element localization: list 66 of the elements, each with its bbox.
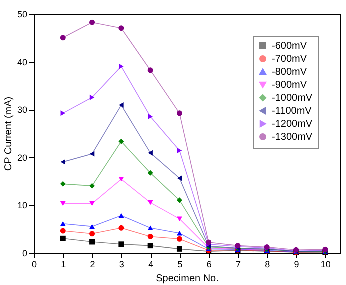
point xyxy=(176,198,182,204)
y-tick-label: 50 xyxy=(17,10,28,20)
point xyxy=(90,94,95,100)
point xyxy=(90,20,96,26)
point xyxy=(118,26,124,32)
point xyxy=(176,110,182,116)
point xyxy=(148,200,154,206)
point xyxy=(176,231,182,236)
y-tick-label: 10 xyxy=(17,200,28,211)
y-tick-label: 30 xyxy=(17,105,28,116)
x-tick-label: 8 xyxy=(265,260,270,270)
point xyxy=(148,68,154,74)
legend-label: -1200mV xyxy=(272,119,313,130)
x-tick-label: 4 xyxy=(148,260,154,270)
x-tick-label: 0 xyxy=(32,260,38,270)
x-axis-title: Specimen No. xyxy=(156,274,219,284)
point xyxy=(90,151,95,157)
x-tick-label: 2 xyxy=(90,260,96,270)
legend-label: -800mV xyxy=(272,67,308,78)
x-tick-label: 7 xyxy=(236,260,242,270)
point xyxy=(60,181,66,187)
legend-label: -900mV xyxy=(272,80,308,91)
x-tick-label: 3 xyxy=(119,260,124,270)
point xyxy=(148,150,153,156)
point xyxy=(118,177,124,182)
point xyxy=(60,35,66,41)
point xyxy=(177,176,182,182)
y-tick-label: 0 xyxy=(22,248,28,258)
point xyxy=(176,216,182,222)
x-tick-label: 10 xyxy=(320,260,331,270)
point xyxy=(60,201,66,206)
point xyxy=(176,236,182,242)
legend-label: -600mV xyxy=(272,41,308,52)
y-tick-label: 20 xyxy=(17,152,28,163)
x-tick-label: 6 xyxy=(206,260,212,270)
legend-label: -1100mV xyxy=(272,106,312,117)
point xyxy=(118,225,124,231)
legend-label: -1000mV xyxy=(272,93,313,104)
legend-label: -700mV xyxy=(272,54,308,65)
x-tick-label: 1 xyxy=(61,260,66,270)
x-tick-label: 5 xyxy=(178,260,183,270)
y-tick-label: 40 xyxy=(17,57,28,68)
y-axis-title: CP Current (mA) xyxy=(3,96,14,172)
point xyxy=(90,201,96,206)
point xyxy=(90,239,96,245)
x-tick-label: 9 xyxy=(294,260,300,270)
point xyxy=(60,236,66,242)
legend-label: -1300mV xyxy=(272,132,313,143)
point xyxy=(118,242,124,248)
point xyxy=(119,102,124,108)
point xyxy=(148,226,154,231)
point xyxy=(148,114,153,120)
point xyxy=(118,138,124,144)
point xyxy=(90,231,96,237)
point xyxy=(148,243,154,249)
point xyxy=(148,170,154,176)
point xyxy=(60,159,66,165)
point xyxy=(90,224,96,230)
point xyxy=(119,64,124,70)
point xyxy=(60,221,66,226)
point xyxy=(176,246,182,252)
point xyxy=(90,183,96,189)
point xyxy=(118,213,124,218)
point xyxy=(177,148,182,154)
point xyxy=(148,234,154,240)
point xyxy=(60,228,66,234)
